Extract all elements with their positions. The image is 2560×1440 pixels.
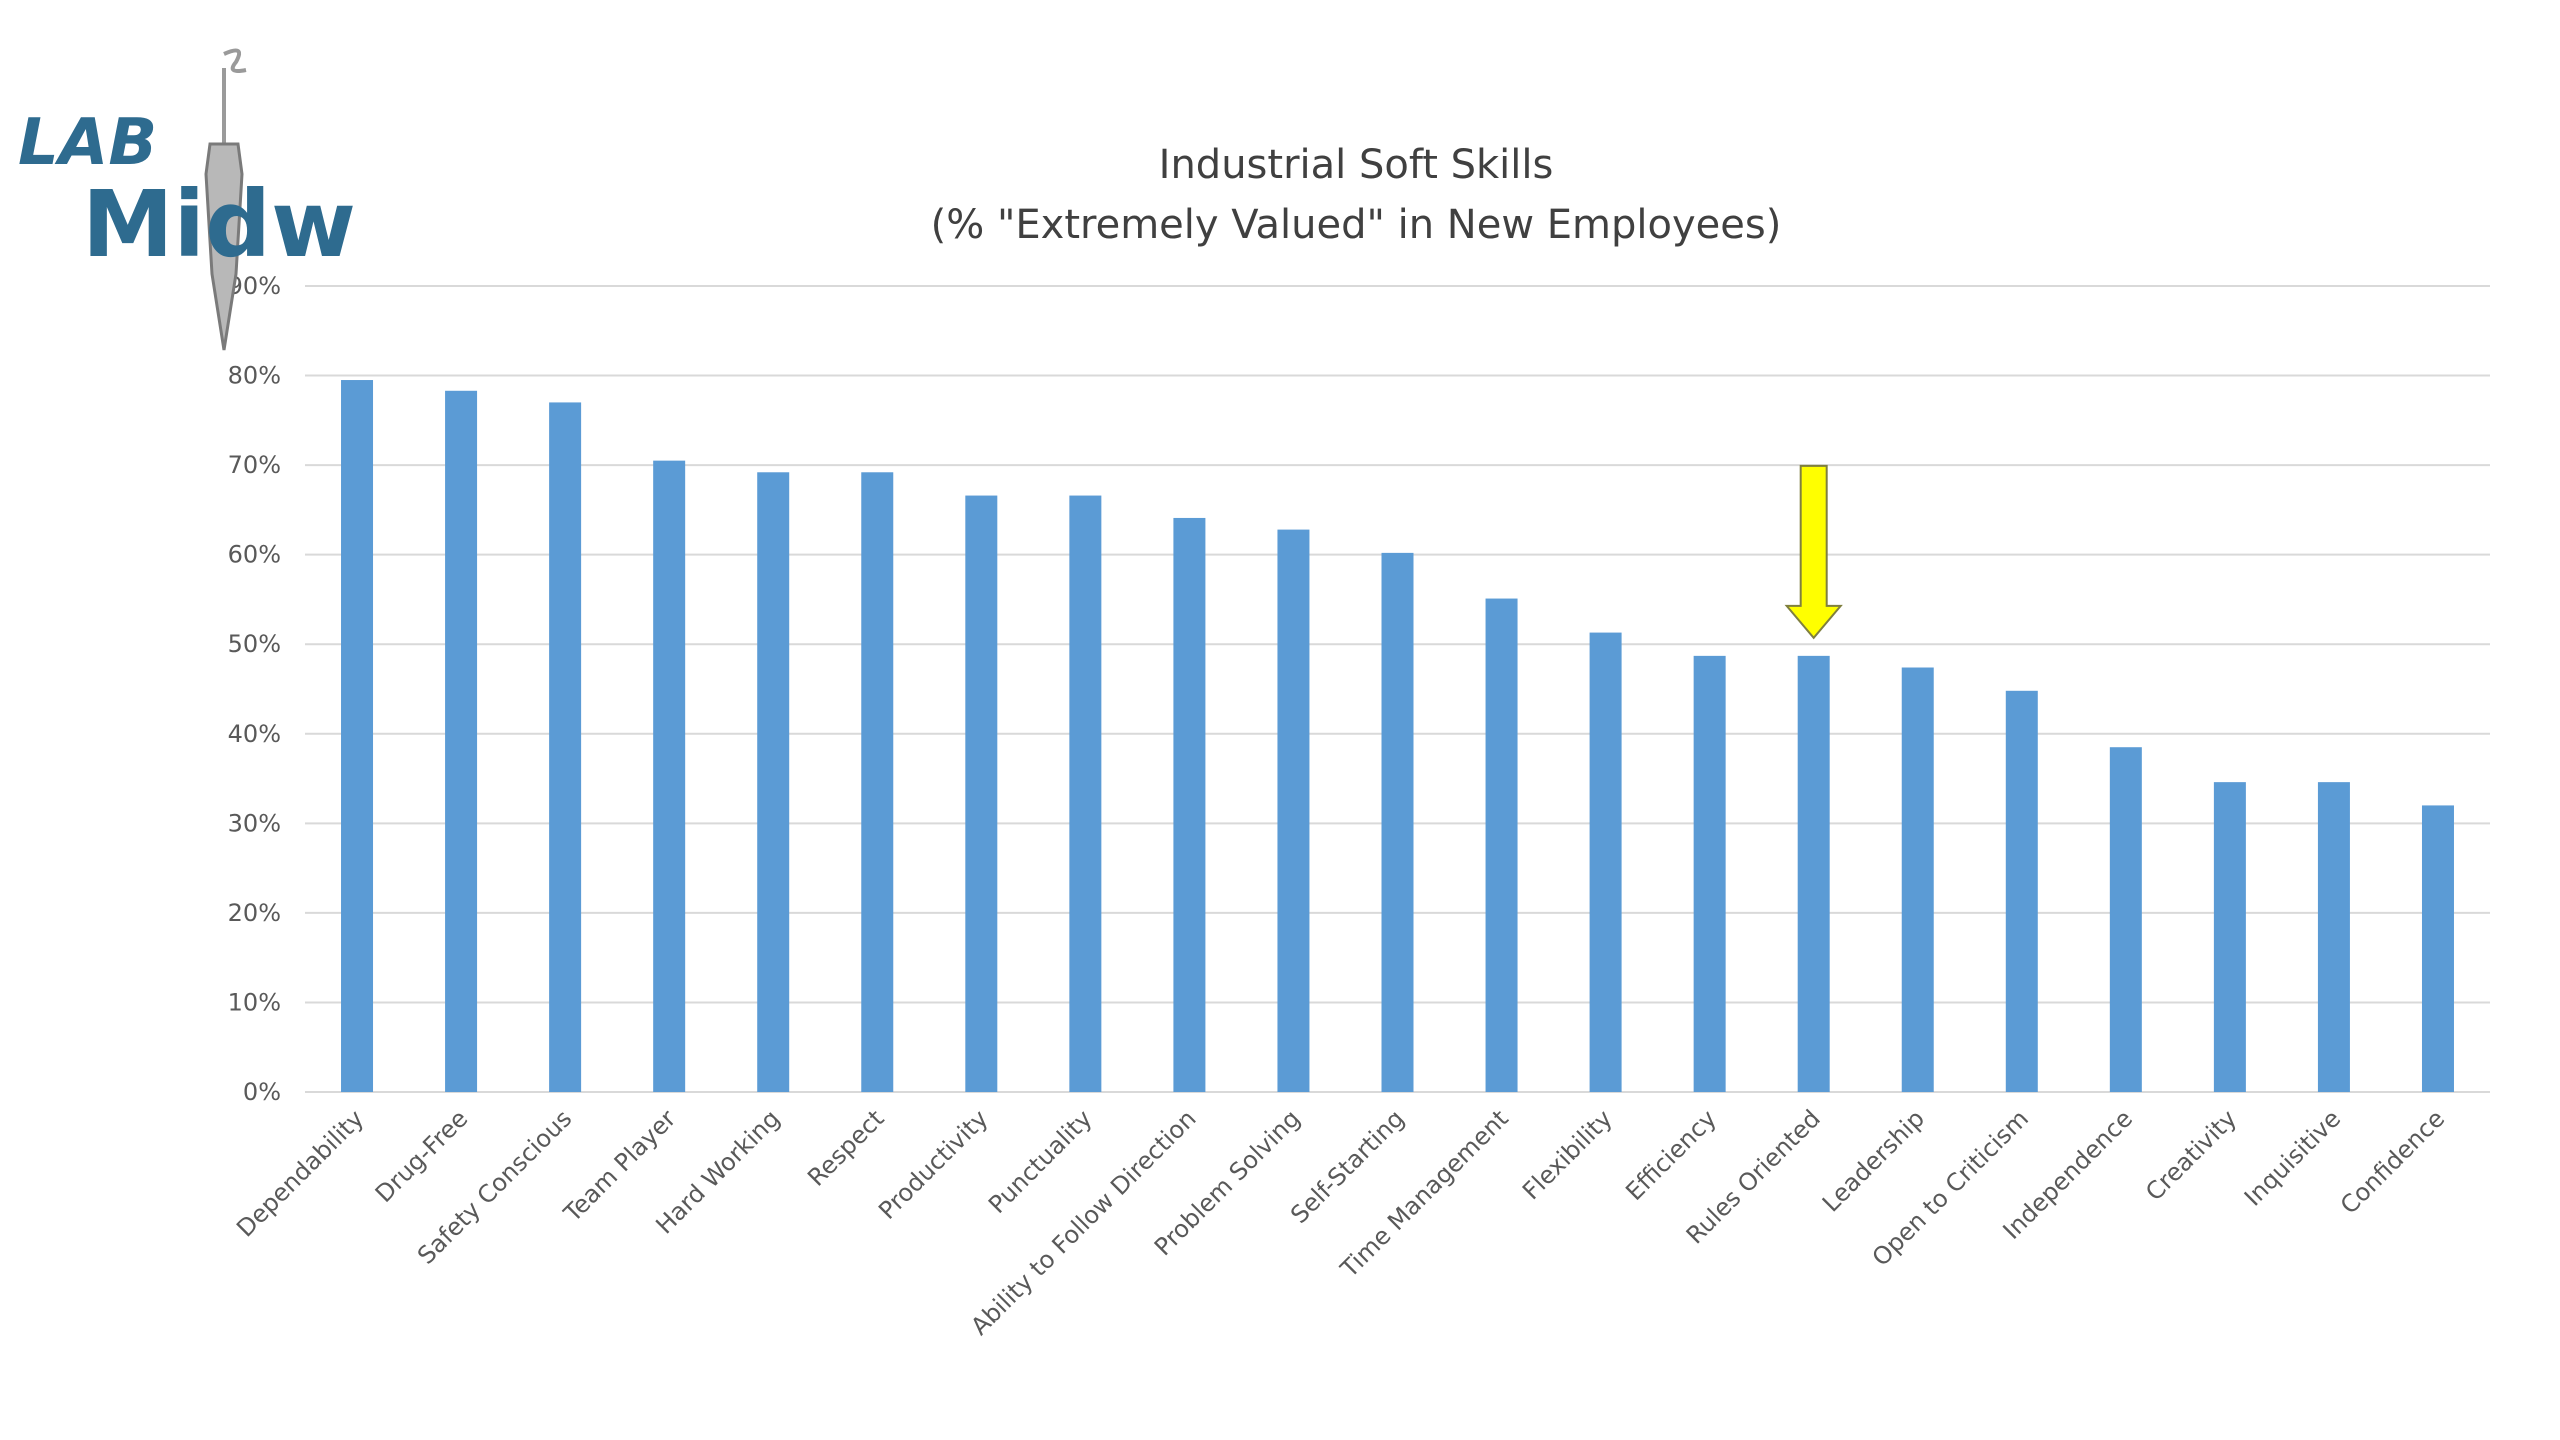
- y-tick-label: 0%: [243, 1078, 281, 1106]
- bars: [341, 380, 2454, 1093]
- x-category-label: Flexibility: [1517, 1104, 1618, 1205]
- x-category-label: Dependability: [231, 1104, 369, 1242]
- bar: [757, 472, 790, 1093]
- bar: [2317, 782, 2350, 1092]
- y-tick-label: 80%: [228, 362, 281, 390]
- bar: [965, 495, 998, 1092]
- bar: [1173, 517, 1206, 1092]
- y-tick-label: 70%: [228, 451, 281, 479]
- x-category-label: Punctuality: [983, 1104, 1098, 1219]
- x-category-label: Inquisitive: [2239, 1104, 2346, 1211]
- bar: [1797, 655, 1830, 1092]
- logo-text-midwest: Midwest: [82, 171, 354, 278]
- y-tick-label: 60%: [228, 541, 281, 569]
- bar: [2213, 782, 2246, 1092]
- down-arrow-icon: [1784, 464, 1843, 640]
- bar: [445, 390, 478, 1092]
- bar: [1901, 667, 1934, 1092]
- y-tick-label: 30%: [228, 809, 281, 837]
- x-category-label: Ability to Follow Direction: [966, 1104, 1202, 1340]
- x-category-label: Respect: [802, 1104, 889, 1191]
- x-category-label: Confidence: [2335, 1104, 2450, 1219]
- y-tick-label: 50%: [228, 630, 281, 658]
- chart-title: Industrial Soft Skills: [1159, 142, 1554, 188]
- bar: [549, 402, 582, 1092]
- highlight-marker: [1784, 464, 1843, 640]
- bar: [653, 460, 686, 1093]
- plumb-bob-icon: [204, 142, 244, 351]
- x-category-label: Creativity: [2140, 1104, 2242, 1206]
- bar: [341, 380, 374, 1092]
- y-tick-label: 20%: [228, 899, 281, 927]
- x-category-label: Leadership: [1817, 1104, 1930, 1217]
- plumb-line-icon: [223, 48, 247, 73]
- x-category-label: Time Management: [1335, 1104, 1514, 1283]
- x-category-label: Drug-Free: [370, 1104, 474, 1208]
- bar: [1277, 529, 1310, 1092]
- bar: [1069, 495, 1102, 1092]
- y-tick-label: 10%: [228, 988, 281, 1016]
- chart-subtitle: (% "Extremely Valued" in New Employees): [931, 202, 1782, 248]
- bar: [2005, 690, 2038, 1092]
- bar: [1693, 655, 1726, 1092]
- bar: [1589, 632, 1622, 1092]
- bar: [861, 472, 894, 1093]
- bar: [1381, 552, 1414, 1092]
- bar: [2421, 805, 2454, 1092]
- y-tick-label: 40%: [228, 720, 281, 748]
- y-axis-ticks: 0%10%20%30%40%50%60%70%80%90%: [228, 272, 281, 1106]
- x-category-label: Productivity: [873, 1104, 993, 1224]
- bar: [1485, 598, 1518, 1092]
- logo-text-lab: LAB: [18, 106, 157, 180]
- x-category-label: Efficiency: [1620, 1104, 1722, 1206]
- lab-midwest-logo: LAB Midwest: [18, 48, 354, 351]
- bar: [2109, 747, 2142, 1092]
